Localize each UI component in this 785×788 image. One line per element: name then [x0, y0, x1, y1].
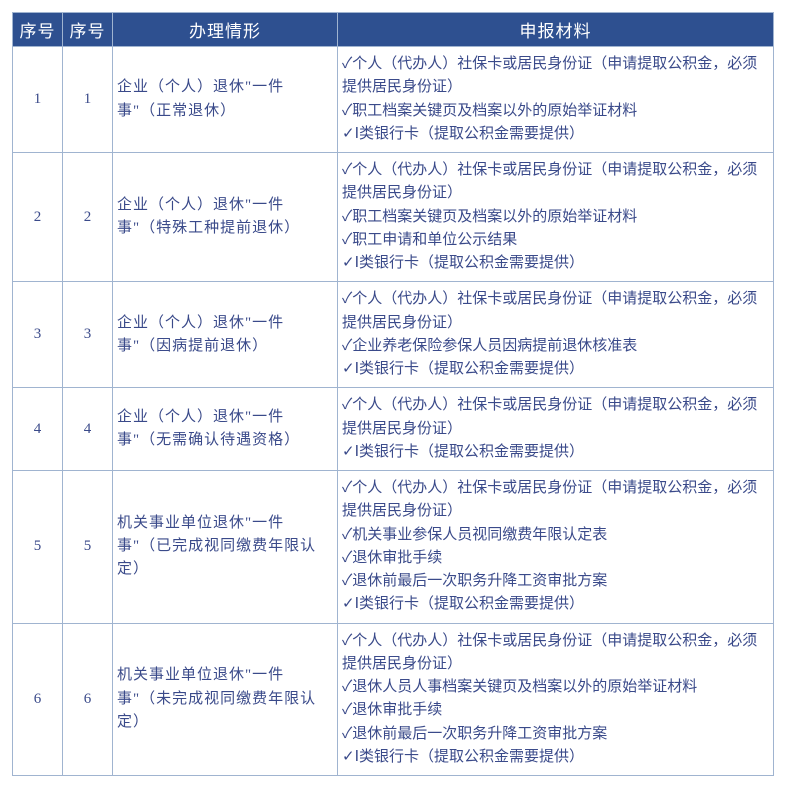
- material-item: ✓Ⅰ类银行卡（提取公积金需要提供）: [342, 123, 769, 146]
- table-row: 44企业（个人）退休"一件事"（无需确认待遇资格）✓个人（代办人）社保卡或居民身…: [13, 388, 774, 471]
- row-index2: 3: [63, 282, 113, 388]
- material-item: ✓退休审批手续: [342, 547, 769, 570]
- row-index1: 5: [13, 471, 63, 624]
- row-situation: 机关事业单位退休"一件事"（已完成视同缴费年限认定）: [113, 471, 338, 624]
- row-materials: ✓个人（代办人）社保卡或居民身份证（申请提取公积金，必须提供居民身份证）✓Ⅰ类银…: [338, 388, 774, 471]
- table-row: 66机关事业单位退休"一件事"（未完成视同缴费年限认定）✓个人（代办人）社保卡或…: [13, 623, 774, 776]
- row-situation: 机关事业单位退休"一件事"（未完成视同缴费年限认定）: [113, 623, 338, 776]
- retirement-procedures-table: 序号 序号 办理情形 申报材料 11企业（个人）退休"一件事"（正常退休）✓个人…: [12, 12, 774, 776]
- row-materials: ✓个人（代办人）社保卡或居民身份证（申请提取公积金，必须提供居民身份证）✓职工档…: [338, 47, 774, 153]
- table-row: 55机关事业单位退休"一件事"（已完成视同缴费年限认定）✓个人（代办人）社保卡或…: [13, 471, 774, 624]
- row-index1: 6: [13, 623, 63, 776]
- header-col3: 办理情形: [113, 13, 338, 47]
- material-item: ✓退休人员人事档案关键页及档案以外的原始举证材料: [342, 676, 769, 699]
- header-col2: 序号: [63, 13, 113, 47]
- table-row: 11企业（个人）退休"一件事"（正常退休）✓个人（代办人）社保卡或居民身份证（申…: [13, 47, 774, 153]
- row-index1: 1: [13, 47, 63, 153]
- material-item: ✓Ⅰ类银行卡（提取公积金需要提供）: [342, 252, 769, 275]
- row-situation: 企业（个人）退休"一件事"（因病提前退休）: [113, 282, 338, 388]
- row-materials: ✓个人（代办人）社保卡或居民身份证（申请提取公积金，必须提供居民身份证）✓机关事…: [338, 471, 774, 624]
- material-item: ✓个人（代办人）社保卡或居民身份证（申请提取公积金，必须提供居民身份证）: [342, 288, 769, 335]
- row-materials: ✓个人（代办人）社保卡或居民身份证（申请提取公积金，必须提供居民身份证）✓退休人…: [338, 623, 774, 776]
- material-item: ✓企业养老保险参保人员因病提前退休核准表: [342, 335, 769, 358]
- material-item: ✓个人（代办人）社保卡或居民身份证（申请提取公积金，必须提供居民身份证）: [342, 159, 769, 206]
- material-item: ✓Ⅰ类银行卡（提取公积金需要提供）: [342, 593, 769, 616]
- row-situation: 企业（个人）退休"一件事"（特殊工种提前退休）: [113, 153, 338, 282]
- material-item: ✓Ⅰ类银行卡（提取公积金需要提供）: [342, 441, 769, 464]
- table-row: 22企业（个人）退休"一件事"（特殊工种提前退休）✓个人（代办人）社保卡或居民身…: [13, 153, 774, 282]
- material-item: ✓职工档案关键页及档案以外的原始举证材料: [342, 100, 769, 123]
- material-item: ✓职工申请和单位公示结果: [342, 229, 769, 252]
- row-index2: 5: [63, 471, 113, 624]
- row-index2: 2: [63, 153, 113, 282]
- material-item: ✓退休前最后一次职务升降工资审批方案: [342, 570, 769, 593]
- material-item: ✓退休前最后一次职务升降工资审批方案: [342, 723, 769, 746]
- row-index1: 4: [13, 388, 63, 471]
- material-item: ✓机关事业参保人员视同缴费年限认定表: [342, 524, 769, 547]
- table-header: 序号 序号 办理情形 申报材料: [13, 13, 774, 47]
- row-index2: 1: [63, 47, 113, 153]
- material-item: ✓个人（代办人）社保卡或居民身份证（申请提取公积金，必须提供居民身份证）: [342, 53, 769, 100]
- material-item: ✓个人（代办人）社保卡或居民身份证（申请提取公积金，必须提供居民身份证）: [342, 394, 769, 441]
- row-materials: ✓个人（代办人）社保卡或居民身份证（申请提取公积金，必须提供居民身份证）✓企业养…: [338, 282, 774, 388]
- row-index1: 3: [13, 282, 63, 388]
- material-item: ✓个人（代办人）社保卡或居民身份证（申请提取公积金，必须提供居民身份证）: [342, 477, 769, 524]
- row-materials: ✓个人（代办人）社保卡或居民身份证（申请提取公积金，必须提供居民身份证）✓职工档…: [338, 153, 774, 282]
- material-item: ✓Ⅰ类银行卡（提取公积金需要提供）: [342, 746, 769, 769]
- material-item: ✓Ⅰ类银行卡（提取公积金需要提供）: [342, 358, 769, 381]
- row-index2: 6: [63, 623, 113, 776]
- material-item: ✓个人（代办人）社保卡或居民身份证（申请提取公积金，必须提供居民身份证）: [342, 630, 769, 677]
- material-item: ✓职工档案关键页及档案以外的原始举证材料: [342, 206, 769, 229]
- table-row: 33企业（个人）退休"一件事"（因病提前退休）✓个人（代办人）社保卡或居民身份证…: [13, 282, 774, 388]
- row-index2: 4: [63, 388, 113, 471]
- header-col1: 序号: [13, 13, 63, 47]
- row-situation: 企业（个人）退休"一件事"（无需确认待遇资格）: [113, 388, 338, 471]
- header-col4: 申报材料: [338, 13, 774, 47]
- table-body: 11企业（个人）退休"一件事"（正常退休）✓个人（代办人）社保卡或居民身份证（申…: [13, 47, 774, 776]
- row-index1: 2: [13, 153, 63, 282]
- row-situation: 企业（个人）退休"一件事"（正常退休）: [113, 47, 338, 153]
